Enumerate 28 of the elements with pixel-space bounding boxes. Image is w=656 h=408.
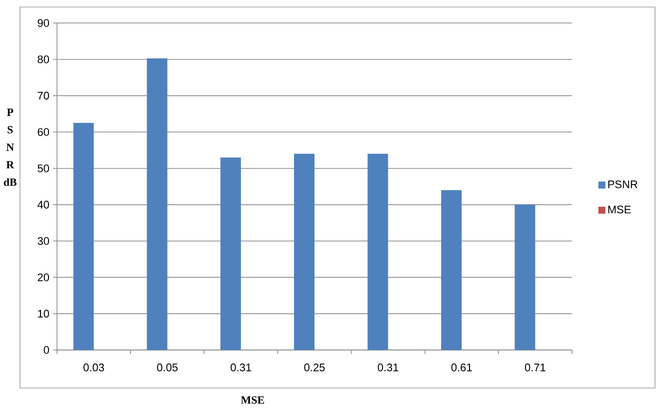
x-axis-title: MSE [240, 396, 264, 404]
y-tick-label: 80 [38, 55, 50, 64]
y-axis-title: P S N R dB [4, 108, 17, 186]
bar [514, 204, 536, 350]
x-tick-label: 0.03 [84, 364, 104, 372]
bar [368, 154, 388, 350]
bar [146, 58, 168, 350]
y-tick-label: 0 [44, 346, 50, 354]
y-tick-label: 10 [38, 310, 50, 318]
y-tick-label: 90 [38, 19, 50, 27]
y-tick-label: 20 [38, 273, 50, 282]
bar [294, 154, 314, 350]
bar [441, 190, 462, 350]
x-tick-label: 0.05 [157, 364, 178, 372]
legend-label: PSNR [608, 180, 638, 188]
y-tick-label: 30 [38, 237, 50, 245]
x-tick-label: 0.25 [304, 364, 325, 372]
x-tick-label: 0.61 [451, 364, 472, 372]
y-tick-label: 50 [38, 164, 50, 172]
x-tick-label: 0.71 [524, 364, 546, 372]
x-tick-label: 0.31 [230, 364, 252, 372]
x-tick-label: 0.31 [378, 364, 398, 372]
bar [220, 157, 241, 350]
y-tick-label: 70 [38, 92, 50, 100]
y-tick-label: 40 [37, 200, 50, 209]
bar [73, 122, 94, 350]
legend-label: MSE [608, 206, 631, 214]
y-tick-label: 60 [38, 128, 50, 136]
